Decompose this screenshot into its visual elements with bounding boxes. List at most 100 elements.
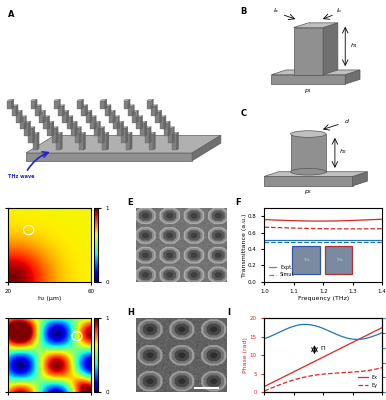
Text: $h_2$: $h_2$ [339,147,348,156]
Polygon shape [353,172,367,186]
Polygon shape [160,110,162,122]
Polygon shape [136,116,143,117]
Polygon shape [105,105,111,106]
Expt. [284,218,289,223]
Simul. [267,225,271,230]
Polygon shape [164,116,166,130]
Polygon shape [33,132,39,134]
Polygon shape [44,110,46,122]
Polygon shape [90,116,96,117]
Polygon shape [12,99,14,109]
Ex [380,325,384,330]
Polygon shape [98,128,103,143]
Polygon shape [192,135,221,161]
Polygon shape [172,134,176,150]
Polygon shape [66,116,73,117]
Ey [293,377,298,382]
Line: Expt.: Expt. [264,219,382,221]
Polygon shape [130,132,132,150]
Ey [267,386,271,391]
Polygon shape [126,134,130,150]
Polygon shape [63,105,64,116]
Expt. [262,217,267,222]
Polygon shape [35,106,39,116]
Polygon shape [29,121,30,136]
Polygon shape [35,99,37,109]
Polygon shape [103,127,105,143]
Text: A: A [8,10,15,19]
Polygon shape [105,99,107,109]
Polygon shape [155,112,160,122]
Ex [374,328,379,333]
Polygon shape [271,70,360,75]
Polygon shape [149,132,155,134]
Text: F: F [235,198,240,206]
Polygon shape [113,117,117,130]
Polygon shape [58,106,63,116]
Polygon shape [75,121,77,136]
Polygon shape [145,121,147,136]
Ex [267,382,271,386]
Ellipse shape [291,168,326,175]
Polygon shape [149,134,153,150]
Polygon shape [113,110,115,122]
Polygon shape [48,116,50,130]
Polygon shape [141,122,145,136]
Polygon shape [124,99,130,101]
Text: $\Pi$: $\Pi$ [320,344,327,352]
Polygon shape [151,106,156,116]
Text: $l_a$: $l_a$ [273,6,279,15]
X-axis label: h₂ (μm): h₂ (μm) [38,296,61,301]
Text: B: B [240,7,247,16]
Polygon shape [122,121,124,136]
Polygon shape [86,105,88,116]
Polygon shape [109,105,111,116]
Polygon shape [7,99,14,101]
Polygon shape [98,127,105,128]
Ey [370,368,374,372]
Polygon shape [20,116,27,117]
Simul. [380,226,384,231]
Polygon shape [84,132,86,150]
Polygon shape [24,116,27,130]
Polygon shape [264,176,353,186]
Polygon shape [102,134,107,150]
Polygon shape [56,127,58,143]
Polygon shape [54,99,60,101]
Polygon shape [81,106,86,116]
Polygon shape [81,105,88,106]
Expt. [318,219,322,224]
Polygon shape [90,110,92,122]
Polygon shape [147,99,153,101]
Polygon shape [52,121,54,136]
Polygon shape [90,117,94,130]
Polygon shape [98,121,100,136]
Polygon shape [75,128,80,143]
Polygon shape [47,122,52,136]
Y-axis label: Transmittance (a.u.): Transmittance (a.u.) [242,213,247,276]
Legend: Expt., Simul.: Expt., Simul. [267,263,297,279]
Polygon shape [113,116,119,117]
Polygon shape [81,99,84,109]
Expt. [269,218,274,222]
Ex [370,330,374,335]
Polygon shape [30,101,35,109]
Polygon shape [155,110,162,112]
Ey [269,386,274,390]
Polygon shape [124,101,128,109]
Polygon shape [117,121,124,122]
Polygon shape [80,127,81,143]
Polygon shape [58,99,60,109]
Polygon shape [345,70,360,84]
Polygon shape [173,127,174,143]
Polygon shape [71,122,75,136]
Polygon shape [109,110,115,112]
Ex [262,384,267,389]
Polygon shape [128,99,130,109]
Polygon shape [43,116,50,117]
Expt. [293,218,298,223]
Polygon shape [294,23,338,28]
Polygon shape [24,122,29,136]
Polygon shape [60,132,62,150]
Polygon shape [117,122,122,136]
